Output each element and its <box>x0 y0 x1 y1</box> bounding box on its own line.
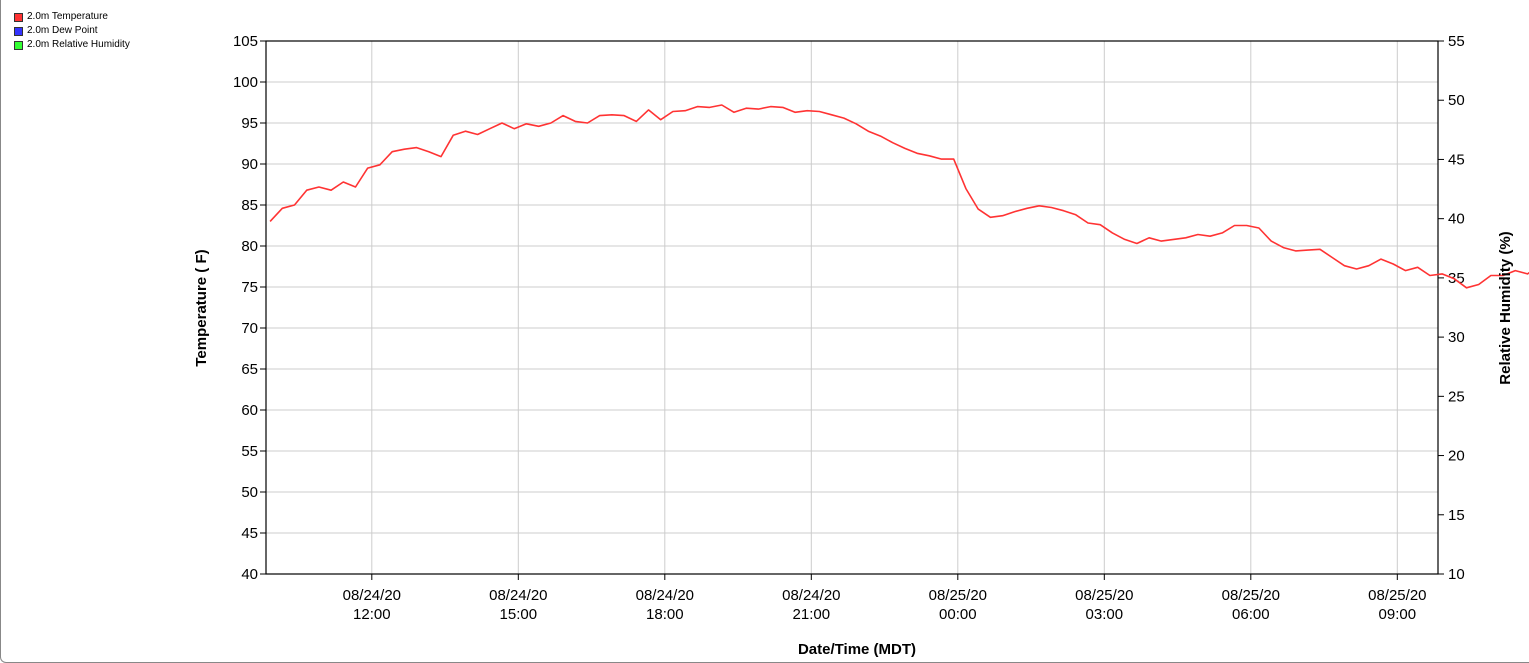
plot-border <box>265 40 1439 575</box>
y-tick-label: 105 <box>233 33 258 50</box>
x-tick-label-date: 08/24/20 <box>489 587 547 604</box>
y2-tick-label: 55 <box>1448 33 1465 50</box>
y-tick-label: 40 <box>241 566 258 583</box>
x-tick-label-date: 08/25/20 <box>1222 587 1280 604</box>
y-tick-label: 95 <box>241 115 258 132</box>
x-axis-title: Date/Time (MDT) <box>798 641 916 658</box>
x-tick-label-time: 12:00 <box>353 606 391 623</box>
x-tick-label-time: 03:00 <box>1086 606 1124 623</box>
x-tick-label-date: 08/25/20 <box>1075 587 1133 604</box>
x-tick-label-time: 09:00 <box>1379 606 1417 623</box>
y2-tick-label: 15 <box>1448 507 1465 524</box>
y2-tick-label: 45 <box>1448 151 1465 168</box>
y2-tick-label: 30 <box>1448 329 1465 346</box>
x-tick-label-time: 06:00 <box>1232 606 1270 623</box>
y-tick-label: 65 <box>241 361 258 378</box>
x-tick-label-date: 08/25/20 <box>929 587 987 604</box>
legend-swatch-dew-point <box>14 26 23 36</box>
legend-swatch-temperature <box>14 12 23 22</box>
x-tick-label-time: 18:00 <box>646 606 684 623</box>
y-tick-label: 70 <box>241 320 258 337</box>
plot-area <box>266 41 1438 574</box>
legend-label-temperature: 2.0m Temperature <box>27 11 108 22</box>
legend-entry-dew-point: 2.0m Dew Point <box>14 24 130 38</box>
y-tick-label: 55 <box>241 443 258 460</box>
legend-label-humidity: 2.0m Relative Humidity <box>27 39 130 50</box>
y-tick-label: 90 <box>241 156 258 173</box>
legend-label-dew-point: 2.0m Dew Point <box>27 25 98 36</box>
x-tick-label-time: 00:00 <box>939 606 977 623</box>
series-line-0 <box>269 104 1529 289</box>
x-tick-label-date: 08/24/20 <box>636 587 694 604</box>
y2-tick-label: 25 <box>1448 388 1465 405</box>
legend-entry-humidity: 2.0m Relative Humidity <box>14 38 130 52</box>
y2-tick-label: 50 <box>1448 92 1465 109</box>
x-tick-label-date: 08/24/20 <box>782 587 840 604</box>
y2-tick-label: 20 <box>1448 448 1465 465</box>
y-axis-title-left: Temperature ( F) <box>193 249 210 366</box>
y-axis-title-right: Relative Humidity (%) <box>1497 231 1514 384</box>
x-tick-label-time: 21:00 <box>793 606 831 623</box>
y-tick-label: 60 <box>241 402 258 419</box>
legend-entry-temperature: 2.0m Temperature <box>14 10 130 24</box>
legend: 2.0m Temperature 2.0m Dew Point 2.0m Rel… <box>14 10 130 52</box>
y-tick-label: 100 <box>233 74 258 91</box>
y2-tick-label: 40 <box>1448 211 1465 228</box>
y-tick-label: 50 <box>241 484 258 501</box>
x-tick-label-date: 08/25/20 <box>1368 587 1426 604</box>
y-tick-label: 80 <box>241 238 258 255</box>
x-tick-label-time: 15:00 <box>500 606 538 623</box>
y-tick-label: 75 <box>241 279 258 296</box>
x-tick-label-date: 08/24/20 <box>343 587 401 604</box>
y2-tick-label: 10 <box>1448 566 1465 583</box>
y-tick-label: 45 <box>241 525 258 542</box>
y-tick-label: 85 <box>241 197 258 214</box>
legend-swatch-humidity <box>14 40 23 50</box>
